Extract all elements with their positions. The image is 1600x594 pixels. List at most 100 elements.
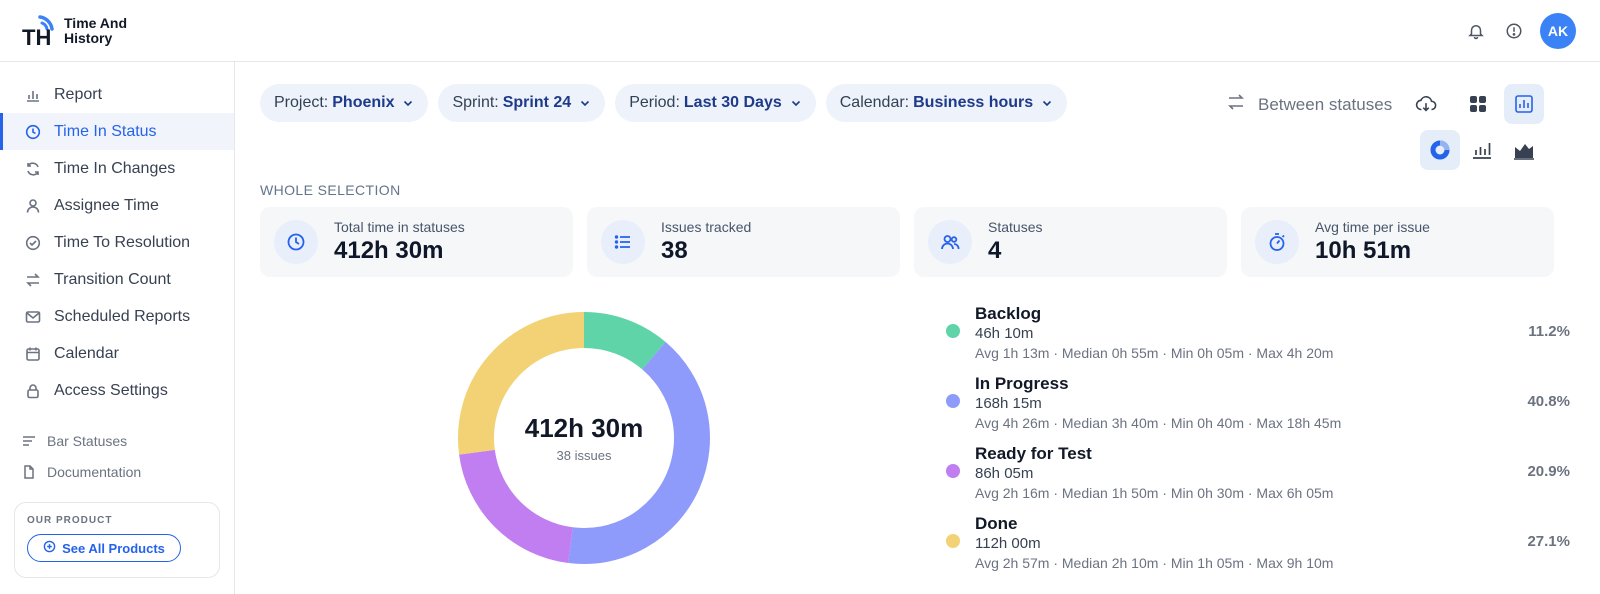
legend-status-percent: 20.9% xyxy=(1527,463,1570,480)
stopwatch-icon xyxy=(1255,220,1299,264)
chevron-down-icon xyxy=(790,97,802,109)
main-content: Project: Phoenix Sprint: Sprint 24 Perio… xyxy=(236,62,1600,594)
sidebar: Report Time In Status Time In Changes As… xyxy=(0,62,235,594)
app-title: Time And History xyxy=(64,16,127,46)
chart-view-button[interactable] xyxy=(1504,84,1544,124)
donut-chart: 412h 30m 38 issues xyxy=(454,308,714,568)
see-all-products-button[interactable]: See All Products xyxy=(27,534,181,562)
filter-key: Sprint: xyxy=(452,94,499,111)
sidebar-item-label: Time In Changes xyxy=(54,159,176,177)
our-product-card: OUR PRODUCT See All Products xyxy=(14,502,220,578)
sidebar-item-documentation[interactable]: Documentation xyxy=(0,456,234,487)
sidebar-nav: Report Time In Status Time In Changes As… xyxy=(0,62,234,409)
user-avatar[interactable]: AK xyxy=(1540,13,1576,49)
filter-key: Period: xyxy=(629,94,680,111)
legend-status-name: Done xyxy=(975,514,1018,533)
stat-value: 38 xyxy=(661,237,688,264)
legend-dot xyxy=(946,394,960,408)
legend-status-stats: Avg 1h 13m · Median 0h 55m · Min 0h 05m … xyxy=(975,345,1334,361)
sidebar-item-label: Calendar xyxy=(54,344,119,362)
period-filter[interactable]: Period: Last 30 Days xyxy=(615,84,816,122)
area-chart-button[interactable] xyxy=(1504,130,1544,170)
sidebar-item-time-in-changes[interactable]: Time In Changes xyxy=(0,150,234,187)
donut-slice-in-progress[interactable] xyxy=(568,341,710,564)
filter-key: Calendar: xyxy=(839,94,910,111)
bar-chart-icon xyxy=(1473,143,1491,159)
area-chart-icon xyxy=(1514,144,1534,160)
bar-chart-button[interactable] xyxy=(1462,130,1502,170)
sidebar-item-label: Report xyxy=(54,85,103,103)
legend-status-percent: 11.2% xyxy=(1528,323,1570,340)
filter-value: Phoenix xyxy=(332,94,395,111)
donut-chart-icon xyxy=(1430,140,1450,160)
sidebar-item-time-to-resolution[interactable]: Time To Resolution xyxy=(0,224,234,261)
stat-value: 412h 30m xyxy=(334,237,444,264)
legend-status-percent: 40.8% xyxy=(1527,393,1570,410)
report-chart-icon xyxy=(1515,95,1533,113)
document-icon xyxy=(22,464,36,479)
legend-row-backlog[interactable]: Backlog 46h 10m Avg 1h 13m · Median 0h 5… xyxy=(946,302,1570,372)
legend-status-time: 86h 05m xyxy=(975,465,1034,482)
legend-dot xyxy=(946,464,960,478)
sidebar-item-bar-statuses[interactable]: Bar Statuses xyxy=(0,425,234,456)
our-product-label: OUR PRODUCT xyxy=(27,515,113,526)
svg-text:TH: TH xyxy=(22,25,51,49)
list-icon xyxy=(22,434,36,448)
app-title-line2: History xyxy=(64,30,113,46)
app-logo[interactable]: TH Time And History xyxy=(20,13,127,50)
plus-circle-icon xyxy=(43,540,56,556)
stat-label: Statuses xyxy=(988,219,1043,235)
sidebar-item-calendar[interactable]: Calendar xyxy=(0,335,234,372)
calendar-filter[interactable]: Calendar: Business hours xyxy=(825,84,1068,122)
between-statuses-button[interactable]: Between statuses xyxy=(1226,92,1392,117)
users-icon xyxy=(928,220,972,264)
legend-row-in-progress[interactable]: In Progress 168h 15m Avg 4h 26m · Median… xyxy=(946,372,1570,442)
donut-slice-done[interactable] xyxy=(458,312,585,455)
legend-dot xyxy=(946,534,960,548)
filter-value: Sprint 24 xyxy=(502,94,572,111)
download-cloud-button[interactable] xyxy=(1406,84,1446,124)
sidebar-item-transition-count[interactable]: Transition Count xyxy=(0,261,234,298)
stat-card-total-time: Total time in statuses 412h 30m xyxy=(260,207,573,277)
filter-bar: Project: Phoenix Sprint: Sprint 24 Perio… xyxy=(260,84,1068,122)
info-icon[interactable] xyxy=(1502,19,1526,43)
chevron-down-icon xyxy=(579,97,591,109)
legend-status-stats: Avg 2h 57m · Median 2h 10m · Min 1h 05m … xyxy=(975,555,1334,571)
check-circle-icon xyxy=(24,234,42,252)
legend-status-name: Backlog xyxy=(975,304,1042,323)
sidebar-item-scheduled-reports[interactable]: Scheduled Reports xyxy=(0,298,234,335)
sidebar-item-assignee-time[interactable]: Assignee Time xyxy=(0,187,234,224)
grid-view-button[interactable] xyxy=(1458,84,1498,124)
user-icon xyxy=(24,197,42,215)
donut-slice-ready-for-test[interactable] xyxy=(459,449,574,564)
calendar-icon xyxy=(24,345,42,363)
donut-slice-backlog[interactable] xyxy=(583,312,666,370)
transfer-icon xyxy=(1226,92,1246,117)
sidebar-item-label: Transition Count xyxy=(54,270,171,288)
chevron-down-icon xyxy=(402,97,414,109)
transfer-icon xyxy=(24,271,42,289)
clock-icon xyxy=(274,220,318,264)
sprint-filter[interactable]: Sprint: Sprint 24 xyxy=(438,84,606,122)
legend-row-ready-for-test[interactable]: Ready for Test 86h 05m Avg 2h 16m · Medi… xyxy=(946,442,1570,512)
stat-value: 4 xyxy=(988,237,1002,264)
legend-row-done[interactable]: Done 112h 00m Avg 2h 57m · Median 2h 10m… xyxy=(946,512,1570,582)
sidebar-item-label: Bar Statuses xyxy=(47,432,128,449)
sidebar-item-label: Scheduled Reports xyxy=(54,307,191,325)
chevron-down-icon xyxy=(1041,97,1053,109)
stats-row: Total time in statuses 412h 30m Issues tr… xyxy=(260,207,1554,277)
sidebar-item-time-in-status[interactable]: Time In Status xyxy=(0,113,234,150)
stat-label: Avg time per issue xyxy=(1315,219,1430,235)
sidebar-item-label: Assignee Time xyxy=(54,196,159,214)
project-filter[interactable]: Project: Phoenix xyxy=(260,84,429,122)
sidebar-item-access-settings[interactable]: Access Settings xyxy=(0,372,234,409)
sidebar-item-report[interactable]: Report xyxy=(0,76,234,113)
section-title: WHOLE SELECTION xyxy=(260,182,401,198)
bell-icon[interactable] xyxy=(1464,19,1488,43)
legend-status-stats: Avg 4h 26m · Median 3h 40m · Min 0h 40m … xyxy=(975,415,1342,431)
donut-chart-button[interactable] xyxy=(1420,130,1460,170)
refresh-icon xyxy=(24,160,42,178)
sidebar-item-label: Access Settings xyxy=(54,381,168,399)
stat-label: Issues tracked xyxy=(661,219,752,235)
sidebar-item-label: Documentation xyxy=(47,463,142,480)
